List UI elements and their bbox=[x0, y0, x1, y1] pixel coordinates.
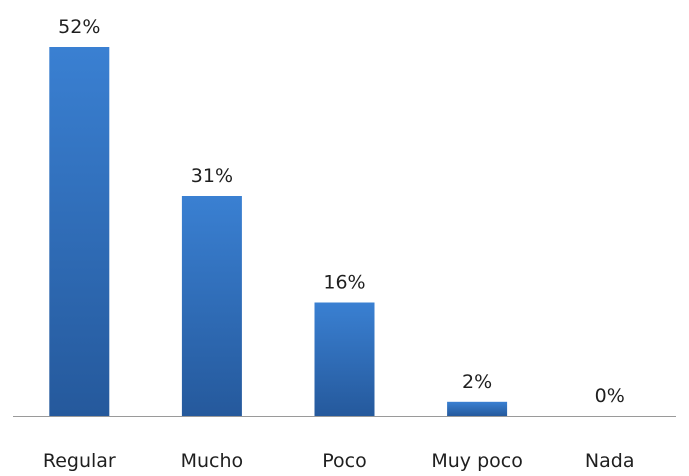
bar-muy-poco bbox=[447, 401, 508, 416]
bar-regular bbox=[49, 47, 110, 416]
x-tick-label-nada: Nada bbox=[585, 450, 635, 472]
data-label-regular: 52% bbox=[58, 16, 100, 38]
data-label-muy-poco: 2% bbox=[462, 371, 492, 393]
bar-poco bbox=[314, 302, 375, 416]
data-labels-group: 52% 31% 16% 2% 0% bbox=[58, 16, 625, 407]
data-label-poco: 16% bbox=[323, 272, 365, 294]
x-tick-labels-group: Regular Mucho Poco Muy poco Nada bbox=[43, 450, 635, 472]
data-label-mucho: 31% bbox=[191, 165, 233, 187]
x-tick-label-regular: Regular bbox=[43, 450, 116, 472]
bar-mucho bbox=[181, 196, 242, 416]
bars-group bbox=[49, 47, 508, 416]
x-tick-label-poco: Poco bbox=[322, 450, 366, 472]
data-label-nada: 0% bbox=[595, 385, 625, 407]
x-tick-label-mucho: Mucho bbox=[181, 450, 244, 472]
x-tick-label-muy-poco: Muy poco bbox=[431, 450, 522, 472]
